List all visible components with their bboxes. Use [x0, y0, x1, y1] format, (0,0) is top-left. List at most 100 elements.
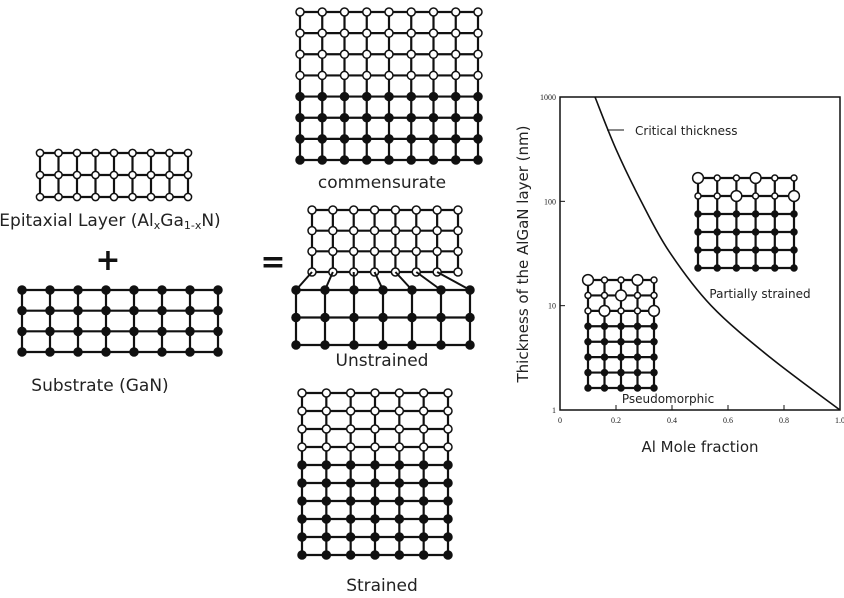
lattice-atom	[651, 292, 657, 298]
lattice-atom	[74, 327, 82, 335]
lattice-atom	[379, 341, 387, 349]
lattice-atom	[73, 171, 80, 178]
lattice-atom	[753, 229, 759, 235]
lattice-atom	[408, 341, 416, 349]
lattice-atom	[371, 551, 379, 559]
lattice-atom	[444, 515, 452, 523]
lattice-atom	[318, 156, 326, 164]
lattice-atom	[437, 314, 445, 322]
lattice-atom	[714, 175, 720, 181]
lattice-atom	[385, 93, 393, 101]
lattice-atom	[130, 327, 138, 335]
lattice-atom	[298, 389, 306, 397]
lattice-atom	[585, 370, 591, 376]
lattice-atom	[129, 149, 136, 156]
lattice-atom	[750, 173, 761, 184]
figure: Epitaxial Layer (AlxGa1-xN) + Substrate …	[0, 0, 844, 598]
y-tick-label: 1000	[540, 93, 556, 102]
lattice-atom	[616, 290, 627, 301]
lattice-atom	[602, 354, 608, 360]
lattice-atom	[385, 135, 393, 143]
lattice-atom	[430, 114, 438, 122]
lattice-atom	[186, 307, 194, 315]
lattice-atom	[371, 497, 379, 505]
lattice-atom	[651, 385, 657, 391]
lattice-atom	[363, 93, 371, 101]
lattice-atom	[341, 50, 349, 58]
lattice-atom	[166, 193, 173, 200]
lattice-atom	[651, 354, 657, 360]
lattice-atom	[347, 551, 355, 559]
lattice-atom	[395, 461, 403, 469]
lattice-atom	[385, 71, 393, 79]
x-tick-label: 0.8	[779, 416, 789, 425]
lattice-atom	[214, 307, 222, 315]
lattice-atom	[55, 171, 62, 178]
lattice-atom	[407, 8, 415, 16]
lattice-atom	[92, 193, 99, 200]
lattice-atom	[18, 307, 26, 315]
lattice-atom	[298, 515, 306, 523]
lattice-atom	[635, 370, 641, 376]
lattice-atom	[632, 275, 643, 286]
lattice-atom	[322, 497, 330, 505]
lattice-atom	[395, 497, 403, 505]
lattice-atom	[130, 348, 138, 356]
lattice-atom	[651, 277, 657, 283]
lattice-atom	[791, 247, 797, 253]
lattice-atom	[318, 135, 326, 143]
lattice-atom	[46, 327, 54, 335]
lattice-atom	[347, 479, 355, 487]
lattice-bond	[395, 272, 412, 290]
lattice-atom	[318, 8, 326, 16]
lattice-atom	[420, 389, 428, 397]
lattice-atom	[308, 206, 316, 214]
lattice-atom	[753, 193, 759, 199]
lattice-atom	[695, 193, 701, 199]
lattice-atom	[618, 308, 624, 314]
lattice-atom	[602, 370, 608, 376]
lattice-atom	[791, 211, 797, 217]
lattice-atom	[350, 206, 358, 214]
lattice-atom	[791, 175, 797, 181]
plus-sign: +	[95, 243, 120, 278]
lattice-atom	[166, 149, 173, 156]
lattice-atom	[454, 247, 462, 255]
lattice-atom	[444, 551, 452, 559]
commensurate-label: commensurate	[318, 173, 446, 193]
lattice-atom	[420, 515, 428, 523]
x-tick-label: 1.0	[835, 416, 844, 425]
lattice-atom	[158, 307, 166, 315]
lattice-atom	[110, 171, 117, 178]
lattice-atom	[444, 461, 452, 469]
lattice-atom	[602, 323, 608, 329]
lattice-atom	[130, 286, 138, 294]
y-tick-label: 100	[544, 197, 556, 206]
lattice-atom	[296, 71, 304, 79]
lattice-atom	[444, 497, 452, 505]
y-tick-label: 10	[548, 302, 556, 311]
lattice-atom	[433, 247, 441, 255]
lattice-atom	[466, 341, 474, 349]
lattice-atom	[74, 307, 82, 315]
x-axis-label: Al Mole fraction	[641, 438, 758, 456]
lattice-atom	[391, 247, 399, 255]
lattice-atom	[341, 156, 349, 164]
lattice-atom	[433, 227, 441, 235]
unstrained-label: Unstrained	[336, 351, 429, 371]
lattice-atom	[55, 149, 62, 156]
lattice-atom	[452, 93, 460, 101]
lattice-atom	[18, 348, 26, 356]
lattice-atom	[341, 93, 349, 101]
lattice-atom	[599, 305, 610, 316]
lattice-drawings	[18, 8, 799, 559]
lattice-atom	[298, 533, 306, 541]
lattice-atom	[363, 50, 371, 58]
lattice-atom	[166, 171, 173, 178]
x-tick-label: 0.2	[611, 416, 621, 425]
lattice-atom	[385, 50, 393, 58]
lattice-atom	[92, 171, 99, 178]
lattice-atom	[474, 8, 482, 16]
lattice-atom	[350, 227, 358, 235]
lattice-atom	[371, 407, 379, 415]
